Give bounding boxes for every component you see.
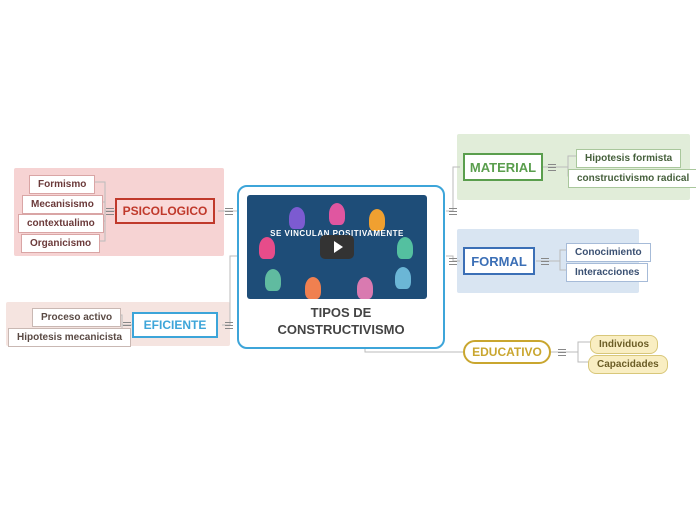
leaf-mecanisismo[interactable]: Mecanisismo xyxy=(22,195,103,214)
branch-label: EDUCATIVO xyxy=(472,345,542,359)
branch-material[interactable]: MATERIAL xyxy=(463,153,543,181)
leaf-contextualimo[interactable]: contextualimo xyxy=(18,214,104,233)
hamburger-icon xyxy=(225,322,233,329)
leaf-proceso-activo[interactable]: Proceso activo xyxy=(32,308,121,327)
branch-label: FORMAL xyxy=(471,254,527,269)
leaf-hipotesis-formista[interactable]: Hipotesis formista xyxy=(576,149,681,168)
branch-psicologico[interactable]: PSICOLOGICO xyxy=(115,198,215,224)
leaf-constructivismo-radical[interactable]: constructivismo radical xyxy=(568,169,696,188)
hamburger-icon xyxy=(541,258,549,265)
branch-label: PSICOLOGICO xyxy=(123,204,208,218)
hamburger-icon xyxy=(449,208,457,215)
branch-formal[interactable]: FORMAL xyxy=(463,247,535,275)
hamburger-icon xyxy=(449,258,457,265)
hamburger-icon xyxy=(558,349,566,356)
branch-label: MATERIAL xyxy=(470,160,536,175)
hamburger-icon xyxy=(548,164,556,171)
branch-educativo[interactable]: EDUCATIVO xyxy=(463,340,551,364)
branch-label: EFICIENTE xyxy=(144,318,207,332)
leaf-hipotesis-mecanicista[interactable]: Hipotesis mecanicista xyxy=(8,328,131,347)
play-icon[interactable] xyxy=(320,235,354,259)
video-thumbnail[interactable]: SE VINCULAN POSITIVAMENTE xyxy=(247,195,427,299)
center-node: SE VINCULAN POSITIVAMENTE TIPOS DE CONST… xyxy=(237,185,445,349)
hamburger-icon xyxy=(225,208,233,215)
hamburger-icon xyxy=(106,208,114,215)
leaf-capacidades[interactable]: Capacidades xyxy=(588,355,668,374)
branch-eficiente[interactable]: EFICIENTE xyxy=(132,312,218,338)
leaf-formismo[interactable]: Formismo xyxy=(29,175,95,194)
leaf-conocimiento[interactable]: Conocimiento xyxy=(566,243,651,262)
leaf-interacciones[interactable]: Interacciones xyxy=(566,263,648,282)
leaf-individuos[interactable]: Individuos xyxy=(590,335,658,354)
center-title: TIPOS DE CONSTRUCTIVISMO xyxy=(247,305,435,339)
leaf-organicismo[interactable]: Organicismo xyxy=(21,234,100,253)
